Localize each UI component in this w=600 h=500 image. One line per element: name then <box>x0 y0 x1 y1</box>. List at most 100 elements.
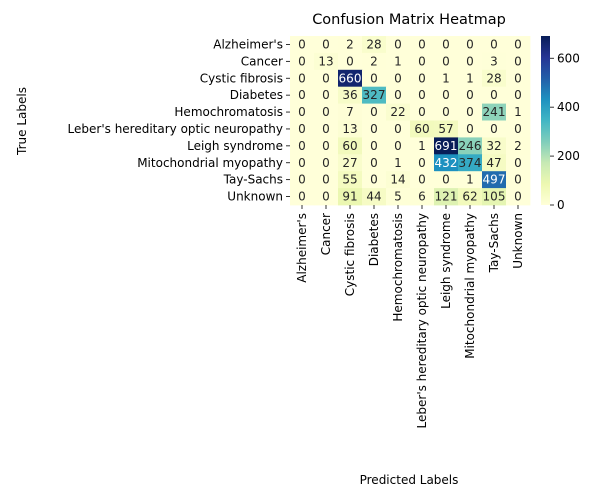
cell-value-label: 1 <box>418 139 426 153</box>
y-tick-label: Diabetes <box>230 88 283 102</box>
cell-value-label: 0 <box>346 54 354 68</box>
heatmap-cell <box>386 103 411 121</box>
cell-value-label: 28 <box>366 37 381 51</box>
y-tick-label: Tay-Sachs <box>223 173 283 187</box>
heatmap-cell <box>410 69 435 88</box>
cell-value-label: 0 <box>490 37 498 51</box>
cell-value-label: 0 <box>514 156 522 170</box>
heatmap-cell <box>338 86 363 104</box>
cell-value-label: 0 <box>322 156 330 170</box>
heatmap-cell <box>458 69 483 88</box>
cell-value-label: 0 <box>514 190 522 204</box>
cell-value-label: 0 <box>514 173 522 187</box>
cell-value-label: 0 <box>370 173 378 187</box>
cell-value-label: 691 <box>435 139 458 153</box>
cell-value-label: 0 <box>370 105 378 119</box>
y-tick-labels: Alzheimer's Cancer Cystic fibrosis Diabetes… <box>68 37 290 204</box>
y-tick-label: Mitochondrial myopathy <box>137 156 283 170</box>
heatmap-cell <box>290 86 315 104</box>
heatmap-cell <box>434 86 459 104</box>
cell-value-label: 3 <box>490 54 498 68</box>
heatmap-cell <box>434 36 459 54</box>
cell-value-label: 0 <box>490 122 498 136</box>
cell-value-label: 1 <box>394 54 402 68</box>
heatmap-cell <box>482 36 507 54</box>
heatmap-cell <box>314 188 339 206</box>
x-tick-label: Tay-Sachs <box>487 213 501 273</box>
cell-value-label: 0 <box>466 105 474 119</box>
x-tick-label: Cystic fibrosis <box>343 213 357 296</box>
cell-value-label: 0 <box>298 88 306 102</box>
cell-value-label: 0 <box>418 105 426 119</box>
cell-value-label: 7 <box>346 105 354 119</box>
cell-value-label: 1 <box>466 71 474 85</box>
cell-value-label: 13 <box>342 122 357 136</box>
y-tick-label: Cancer <box>241 54 283 68</box>
heatmap-cell <box>434 188 459 206</box>
cell-value-label: 0 <box>322 122 330 136</box>
heatmap-cell <box>482 120 507 138</box>
cell-value-label: 5 <box>394 190 402 204</box>
heatmap-cell <box>386 36 411 54</box>
heatmap-cell <box>290 69 315 88</box>
heatmap-cell <box>506 103 531 121</box>
cell-value-label: 0 <box>442 88 450 102</box>
heatmap-cell <box>458 188 483 206</box>
heatmap-cell <box>410 171 435 189</box>
heatmap-cell <box>314 103 339 121</box>
cell-value-label: 0 <box>322 88 330 102</box>
cell-value-label: 22 <box>390 105 405 119</box>
cell-value-label: 0 <box>418 54 426 68</box>
cell-value-label: 0 <box>418 156 426 170</box>
heatmap-cell <box>290 36 315 54</box>
cell-value-label: 0 <box>514 122 522 136</box>
heatmap-cell <box>410 86 435 104</box>
heatmap-cell <box>314 120 339 138</box>
cell-value-label: 0 <box>394 37 402 51</box>
heatmap-cell <box>362 171 387 189</box>
cell-value-label: 0 <box>370 156 378 170</box>
heatmap-cell <box>458 154 483 172</box>
cell-value-label: 0 <box>298 122 306 136</box>
colorbar-gradient <box>541 36 550 205</box>
heatmap-cell <box>362 137 387 155</box>
heatmap-cell <box>362 103 387 121</box>
cell-value-label: 0 <box>322 37 330 51</box>
heatmap-cell <box>314 171 339 189</box>
cell-value-label: 374 <box>459 156 482 170</box>
cell-value-label: 0 <box>298 139 306 153</box>
cell-value-label: 2 <box>346 37 354 51</box>
cell-value-label: 0 <box>394 71 402 85</box>
cell-value-label: 0 <box>442 54 450 68</box>
heatmap-cell <box>362 188 387 206</box>
cell-value-label: 27 <box>342 156 357 170</box>
cell-value-label: 36 <box>342 88 357 102</box>
y-tick-label: Leber's hereditary optic neuropathy <box>68 122 283 136</box>
heatmap-cell <box>314 52 339 71</box>
heatmap-cell <box>482 86 507 104</box>
cell-value-label: 47 <box>486 156 501 170</box>
heatmap-cell <box>386 86 411 104</box>
heatmap-cell <box>410 188 435 206</box>
heatmap-cell <box>482 154 507 172</box>
cell-value-label: 2 <box>370 54 378 68</box>
heatmap-cell <box>482 69 507 88</box>
x-tick-label: Leigh syndrome <box>439 213 453 309</box>
cell-value-label: 0 <box>442 105 450 119</box>
cell-value-label: 0 <box>466 88 474 102</box>
heatmap-cell <box>338 154 363 172</box>
heatmap-cell <box>362 52 387 71</box>
cell-value-label: 0 <box>394 88 402 102</box>
x-tick-label: Unknown <box>511 213 525 269</box>
heatmap-cell <box>506 154 531 172</box>
colorbar-tick-label: 200 <box>557 149 580 163</box>
cell-value-label: 44 <box>366 190 381 204</box>
heatmap-cell <box>458 103 483 121</box>
cell-value-label: 0 <box>418 37 426 51</box>
cell-value-label: 0 <box>514 54 522 68</box>
heatmap-cell <box>362 86 387 104</box>
heatmap-cell <box>458 120 483 138</box>
heatmap-cell <box>506 52 531 71</box>
cell-value-label: 0 <box>298 156 306 170</box>
